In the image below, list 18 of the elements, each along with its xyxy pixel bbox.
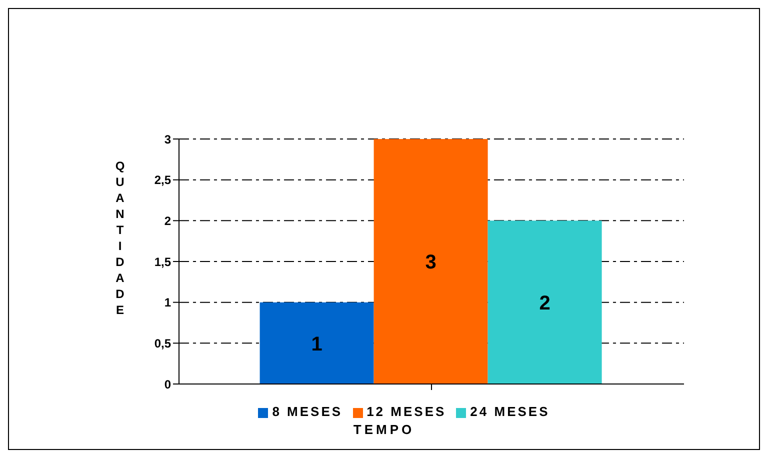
legend-label: 8 MESES [272, 404, 343, 419]
bar [374, 139, 488, 384]
bar [488, 220, 602, 384]
y-tick-label: 1,5 [154, 254, 172, 269]
y-tick-label: 2 [164, 214, 172, 228]
y-tick-label: 1 [164, 296, 172, 310]
y-axis-title: QUANTIDADE [113, 159, 127, 319]
y-tick-label: 0,5 [154, 336, 172, 350]
x-axis-title: TEMPO [352, 422, 416, 437]
y-tick-label: 2,5 [154, 173, 172, 188]
y-tick-label: 0 [164, 377, 172, 392]
legend-label: 24 MESES [470, 404, 550, 419]
y-tick-label: 3 [164, 132, 172, 146]
bar [260, 302, 374, 384]
data-label: 3 [425, 252, 436, 274]
legend-label: 12 MESES [366, 404, 446, 419]
data-label: 2 [539, 292, 550, 314]
data-label: 1 [311, 333, 322, 356]
